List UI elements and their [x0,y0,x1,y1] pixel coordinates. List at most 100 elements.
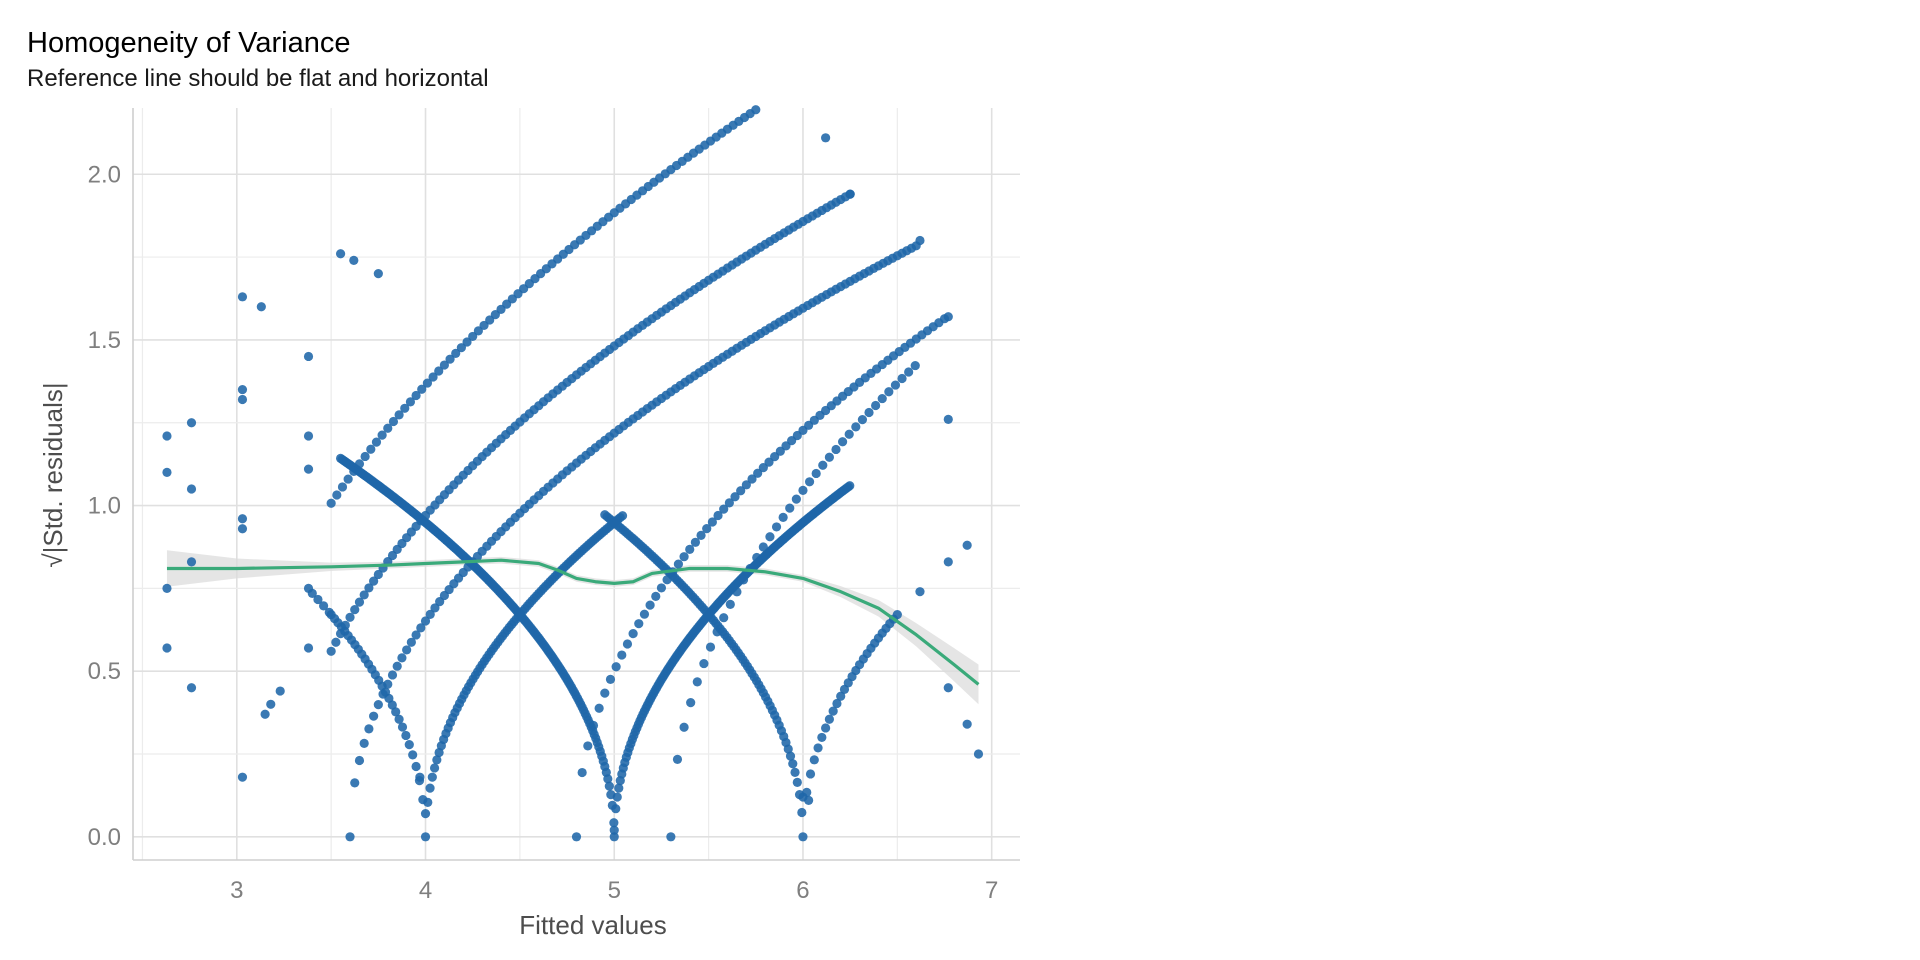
data-point [962,719,972,729]
data-point [186,557,197,567]
data-point [427,772,437,782]
data-point [686,698,696,708]
data-point [765,532,775,542]
data-point [785,751,796,761]
data-point [719,504,729,514]
data-point [604,781,614,791]
data-point [350,605,360,615]
data-point [639,609,650,619]
data-point [451,348,461,358]
data-point [645,600,655,610]
data-point [400,403,410,413]
data-point [423,797,433,807]
data-point [712,627,722,637]
data-point [383,679,393,689]
data-point [811,468,821,479]
data-point [741,480,751,490]
data-point [313,594,323,605]
data-point [871,400,881,411]
data-point [864,407,874,418]
smooth-line-layer [166,558,980,686]
data-point [600,688,610,698]
data-point [890,380,901,390]
data-point [411,630,421,640]
data-point [456,343,466,353]
data-point [617,650,627,660]
data-point [411,761,421,772]
data-point [432,755,442,765]
data-point [817,732,827,743]
data-point [943,683,953,693]
data-point [845,189,855,199]
data-point [359,738,369,748]
data-point [824,714,834,724]
data-point [679,552,689,562]
chart-subtitle: Reference line should be flat and horizo… [27,65,489,92]
data-point [394,410,404,420]
y-tick-label: 1.0 [88,493,121,520]
data-point [672,754,683,764]
data-point [713,510,723,521]
data-point [256,302,266,312]
x-tick-label: 5 [608,877,621,904]
data-point [387,700,397,710]
data-point [371,437,382,447]
data-point [673,559,684,569]
data-point [877,393,887,404]
data-point [730,492,740,502]
data-point [797,807,807,818]
data-point [359,590,369,600]
x-tick-labels: 3 4 5 6 7 [230,877,998,904]
data-point [397,653,407,663]
data-point [603,774,613,784]
data-point [430,603,440,613]
data-point [425,783,435,793]
data-point [617,511,628,521]
data-point [609,832,619,842]
confidence-band-layer [166,550,979,705]
data-point [237,772,248,782]
data-point [429,763,440,773]
data-point [943,557,953,567]
data-point [422,378,433,388]
data-point [331,637,341,647]
data-point [609,818,619,828]
x-tick-label: 3 [230,877,243,904]
data-point [724,498,734,508]
data-point [577,767,587,778]
data-point [237,524,248,534]
data-point [428,372,438,382]
data-point [303,464,314,474]
data-point [402,645,412,655]
data-point [326,498,336,508]
data-point [162,643,172,653]
data-point [939,314,950,324]
data-point [434,366,444,376]
data-point [622,639,633,649]
data-point [764,457,774,467]
y-tick-label: 2.0 [88,161,121,188]
data-point [364,583,374,593]
data-point [387,670,398,680]
data-point [752,552,762,563]
data-point [416,623,426,633]
data-point [892,609,902,620]
data-point [962,540,972,550]
data-point [651,591,661,601]
data-point [736,486,746,496]
data-point [373,569,383,580]
data-point [335,628,346,639]
data-point [337,482,348,492]
data-point [349,255,359,265]
data-point [473,326,483,336]
data-point [237,394,248,405]
data-point [804,795,814,805]
data-point [260,709,270,719]
x-axis-label: Fitted values [519,910,666,940]
data-point [910,360,920,371]
data-point [186,418,197,428]
data-point [758,463,768,473]
data-point [186,683,197,693]
data-point [804,477,815,487]
